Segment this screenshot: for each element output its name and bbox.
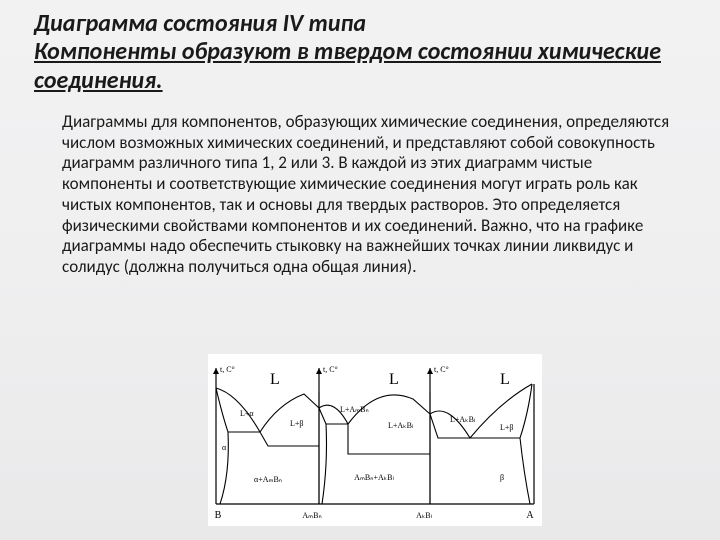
slide: Диаграмма состояния IV типа Компоненты о… (0, 0, 720, 540)
svg-text:t, C°: t, C° (434, 365, 449, 374)
svg-text:α+AₘBₙ: α+AₘBₙ (254, 475, 282, 484)
svg-text:L+β: L+β (290, 419, 303, 428)
body-paragraph: Диаграммы для компонентов, образующих хи… (62, 112, 672, 278)
svg-text:L+AₘBₙ: L+AₘBₙ (340, 405, 369, 414)
svg-text:β: β (500, 473, 504, 482)
svg-text:t, C°: t, C° (220, 365, 235, 374)
phase-diagram: t, C°LL+ααL+βα+AₘBₙAₘBₙBt, C°LL+AₘBₙL+Aₖ… (208, 354, 542, 526)
title-line2: Компоненты образуют в твердом состоянии … (34, 38, 690, 95)
svg-text:L: L (500, 371, 510, 388)
title-block: Диаграмма состояния IV типа Компоненты о… (34, 10, 690, 95)
svg-text:L: L (389, 371, 399, 388)
svg-text:AₖBₗ: AₖBₗ (416, 511, 432, 520)
svg-text:AₘBₙ: AₘBₙ (302, 511, 321, 520)
svg-text:L: L (270, 371, 280, 388)
svg-text:t, C°: t, C° (323, 365, 338, 374)
title-line1: Диаграмма состояния IV типа (34, 10, 690, 38)
svg-text:L+α: L+α (240, 409, 254, 418)
svg-text:AₘBₙ+AₖBₗ: AₘBₙ+AₖBₗ (354, 473, 394, 482)
svg-text:L+AₖBₗ: L+AₖBₗ (388, 421, 413, 430)
svg-text:A: A (526, 510, 534, 521)
svg-text:L+AₖBₗ: L+AₖBₗ (450, 415, 475, 424)
svg-text:L+β: L+β (500, 423, 513, 432)
svg-text:B: B (215, 510, 222, 521)
